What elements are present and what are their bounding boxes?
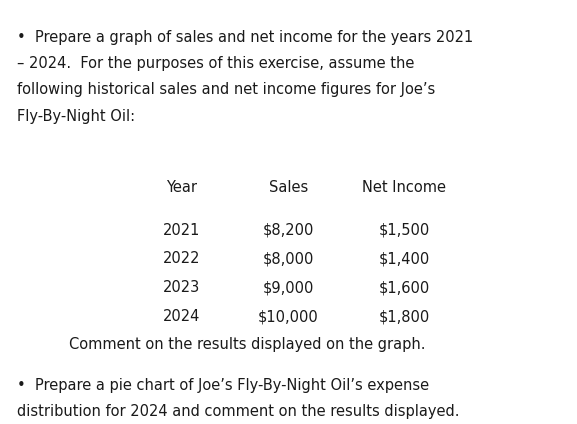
Text: following historical sales and net income figures for Joe’s: following historical sales and net incom… bbox=[17, 82, 436, 97]
Text: Net Income: Net Income bbox=[362, 180, 446, 195]
Text: $1,400: $1,400 bbox=[379, 251, 429, 266]
Text: $8,200: $8,200 bbox=[263, 223, 314, 237]
Text: $1,600: $1,600 bbox=[379, 280, 429, 295]
Text: $10,000: $10,000 bbox=[258, 309, 319, 324]
Text: $1,500: $1,500 bbox=[379, 223, 429, 237]
Text: Sales: Sales bbox=[269, 180, 308, 195]
Text: Fly-By-Night Oil:: Fly-By-Night Oil: bbox=[17, 109, 136, 123]
Text: 2021: 2021 bbox=[163, 223, 200, 237]
Text: distribution for 2024 and comment on the results displayed.: distribution for 2024 and comment on the… bbox=[17, 404, 460, 418]
Text: $8,000: $8,000 bbox=[263, 251, 314, 266]
Text: 2023: 2023 bbox=[163, 280, 200, 295]
Text: $1,800: $1,800 bbox=[379, 309, 429, 324]
Text: 2022: 2022 bbox=[163, 251, 200, 266]
Text: – 2024.  For the purposes of this exercise, assume the: – 2024. For the purposes of this exercis… bbox=[17, 56, 415, 71]
Text: Comment on the results displayed on the graph.: Comment on the results displayed on the … bbox=[69, 337, 426, 352]
Text: •  Prepare a graph of sales and net income for the years 2021: • Prepare a graph of sales and net incom… bbox=[17, 30, 474, 45]
Text: $9,000: $9,000 bbox=[263, 280, 314, 295]
Text: •  Prepare a pie chart of Joe’s Fly-By-Night Oil’s expense: • Prepare a pie chart of Joe’s Fly-By-Ni… bbox=[17, 378, 429, 393]
Text: Year: Year bbox=[166, 180, 197, 195]
Text: 2024: 2024 bbox=[163, 309, 200, 324]
